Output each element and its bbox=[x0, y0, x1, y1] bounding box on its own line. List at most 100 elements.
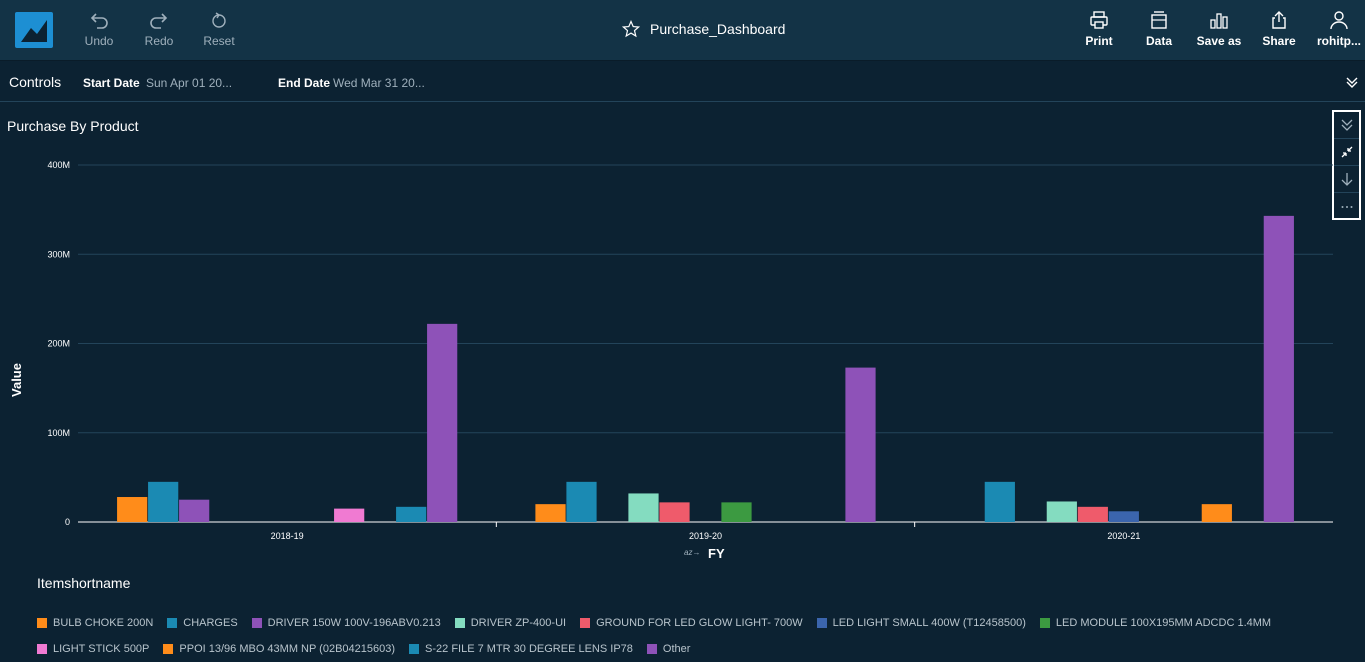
legend-label: CHARGES bbox=[183, 617, 238, 629]
legend-swatch bbox=[37, 618, 47, 628]
legend-label: LED MODULE 100X195MM ADCDC 1.4MM bbox=[1055, 617, 1272, 629]
bar[interactable] bbox=[1201, 504, 1232, 522]
legend-title: Itemshortname bbox=[37, 575, 131, 591]
bar[interactable] bbox=[1263, 215, 1294, 522]
more-icon bbox=[1341, 205, 1352, 208]
legend-item[interactable]: DRIVER ZP-400-UI bbox=[454, 617, 566, 629]
legend-swatch bbox=[37, 644, 47, 654]
undo-icon bbox=[90, 13, 108, 29]
legend-label: LIGHT STICK 500P bbox=[53, 643, 150, 655]
user-menu-button[interactable]: rohitp... bbox=[1312, 10, 1365, 48]
legend-item[interactable]: GROUND FOR LED GLOW LIGHT- 700W bbox=[580, 617, 803, 629]
legend: BULB CHOKE 200N CHARGES DRIVER 150W 100V-1… bbox=[37, 610, 1347, 662]
y-tick-label: 200M bbox=[47, 339, 70, 349]
bar-chart-icon bbox=[1210, 13, 1228, 29]
data-label: Data bbox=[1145, 34, 1172, 48]
bar[interactable] bbox=[1108, 511, 1139, 522]
legend-swatch bbox=[454, 618, 465, 628]
legend-item[interactable]: Other bbox=[646, 643, 691, 655]
y-tick-label: 400M bbox=[47, 160, 70, 170]
start-date-label: Start Date bbox=[83, 76, 140, 90]
dashboard-title-text: Purchase_Dashboard bbox=[650, 21, 786, 37]
end-date-label: End Date bbox=[278, 76, 331, 90]
legend-row: LIGHT STICK 500P PPOI 13/96 MBO 43MM NP (… bbox=[37, 636, 1347, 662]
print-label: Print bbox=[1085, 34, 1113, 48]
redo-icon bbox=[150, 13, 168, 29]
bar[interactable] bbox=[845, 367, 876, 522]
x-tick-label: 2019-20 bbox=[689, 531, 722, 541]
data-button[interactable]: Data bbox=[1134, 10, 1184, 48]
user-icon bbox=[1330, 11, 1348, 30]
export-visual-button[interactable] bbox=[1334, 166, 1359, 193]
bar[interactable] bbox=[117, 497, 148, 522]
y-tick-label: 300M bbox=[47, 249, 70, 259]
legend-item[interactable]: BULB CHOKE 200N bbox=[37, 617, 153, 629]
legend-item[interactable]: LIGHT STICK 500P bbox=[37, 643, 149, 655]
bar[interactable] bbox=[1046, 501, 1077, 522]
bar-chart: 0 100M 200M 300M 400M Value 2018-19 2019-20 2020… bbox=[9, 160, 1333, 541]
app-logo[interactable] bbox=[15, 12, 53, 48]
undo-label: Undo bbox=[84, 34, 114, 48]
bar[interactable] bbox=[148, 481, 179, 522]
bar[interactable] bbox=[628, 493, 659, 522]
bar[interactable] bbox=[396, 506, 427, 522]
legend-item[interactable]: PPOI 13/96 MBO 43MM NP (02B04215603) bbox=[163, 643, 395, 655]
legend-item[interactable]: CHARGES bbox=[167, 617, 238, 629]
legend-swatch bbox=[816, 618, 827, 628]
start-date-value[interactable]: Sun Apr 01 20... bbox=[146, 76, 233, 90]
x-axis-title-text: FY bbox=[708, 546, 725, 561]
y-tick-label: 100M bbox=[47, 428, 70, 438]
undo-button[interactable]: Undo bbox=[74, 10, 124, 48]
legend-item[interactable]: DRIVER 150W 100V-196ABV0.213 bbox=[251, 617, 441, 629]
print-button[interactable]: Print bbox=[1074, 10, 1124, 48]
data-icon bbox=[1151, 11, 1167, 29]
controls-bar: Controls Start Date Sun Apr 01 20... End… bbox=[0, 62, 1365, 102]
legend-label: GROUND FOR LED GLOW LIGHT- 700W bbox=[596, 617, 803, 629]
legend-label: Other bbox=[662, 643, 691, 655]
print-icon bbox=[1090, 11, 1108, 29]
legend-swatch bbox=[1039, 618, 1050, 628]
reset-button[interactable]: Reset bbox=[194, 10, 244, 48]
end-date-value[interactable]: Wed Mar 31 20... bbox=[333, 76, 425, 90]
user-label: rohitp... bbox=[1317, 34, 1361, 48]
share-icon bbox=[1272, 11, 1286, 29]
legend-label: DRIVER 150W 100V-196ABV0.213 bbox=[267, 617, 441, 629]
legend-item[interactable]: LED MODULE 100X195MM ADCDC 1.4MM bbox=[1039, 617, 1272, 629]
legend-label: PPOI 13/96 MBO 43MM NP (02B04215603) bbox=[179, 643, 396, 655]
expand-controls-icon[interactable] bbox=[1344, 74, 1360, 90]
share-label: Share bbox=[1262, 34, 1296, 48]
legend-label: LED LIGHT SMALL 400W (T12458500) bbox=[832, 617, 1026, 629]
x-tick-label: 2018-19 bbox=[271, 531, 304, 541]
save-as-button[interactable]: Save as bbox=[1194, 10, 1244, 48]
bar[interactable] bbox=[179, 499, 210, 522]
redo-button[interactable]: Redo bbox=[134, 10, 184, 48]
bar[interactable] bbox=[1077, 506, 1108, 522]
visual-title: Purchase By Product bbox=[7, 118, 139, 134]
legend-swatch bbox=[251, 618, 262, 628]
collapse-visual-button[interactable] bbox=[1334, 112, 1359, 139]
more-options-button[interactable] bbox=[1334, 193, 1359, 220]
top-toolbar: Undo Redo Reset Purchase_Dashboard Print… bbox=[0, 0, 1365, 61]
reset-icon bbox=[212, 12, 226, 28]
star-icon[interactable] bbox=[622, 20, 640, 38]
bar[interactable] bbox=[535, 504, 566, 522]
bar[interactable] bbox=[427, 323, 458, 522]
share-button[interactable]: Share bbox=[1254, 10, 1304, 48]
minimize-icon bbox=[1341, 146, 1352, 158]
sort-az-icon[interactable]: az→ bbox=[684, 548, 701, 557]
legend-label: BULB CHOKE 200N bbox=[53, 617, 154, 629]
bar[interactable] bbox=[334, 508, 365, 522]
bar[interactable] bbox=[721, 502, 752, 522]
legend-item[interactable]: S-22 FILE 7 MTR 30 DEGREE LENS IP78 bbox=[409, 643, 633, 655]
bar[interactable] bbox=[984, 481, 1015, 522]
controls-label[interactable]: Controls bbox=[9, 74, 62, 90]
legend-swatch bbox=[580, 618, 591, 628]
bar[interactable] bbox=[659, 502, 690, 522]
legend-swatch bbox=[167, 618, 178, 628]
legend-swatch bbox=[163, 644, 174, 654]
minimize-visual-button[interactable] bbox=[1334, 139, 1359, 166]
legend-item[interactable]: LED LIGHT SMALL 400W (T12458500) bbox=[816, 617, 1026, 629]
x-tick-label: 2020-21 bbox=[1107, 531, 1140, 541]
bar[interactable] bbox=[566, 481, 597, 522]
save-as-label: Save as bbox=[1196, 34, 1242, 48]
